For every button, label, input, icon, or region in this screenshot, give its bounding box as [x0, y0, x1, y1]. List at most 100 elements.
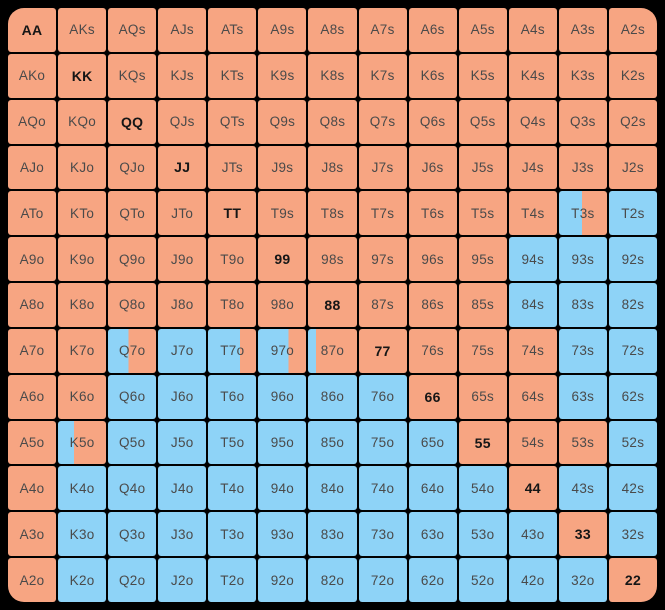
hand-cell-A9s[interactable]: A9s: [258, 8, 307, 52]
hand-cell-J4o[interactable]: J4o: [158, 466, 207, 511]
hand-cell-42s[interactable]: 42s: [608, 466, 657, 511]
hand-cell-K8o[interactable]: K8o: [58, 283, 107, 327]
hand-cell-Q9s[interactable]: Q9s: [258, 99, 307, 144]
hand-cell-87s[interactable]: 87s: [358, 283, 407, 327]
hand-cell-32o[interactable]: 32o: [558, 558, 607, 602]
hand-cell-J2o[interactable]: J2o: [158, 558, 207, 602]
hand-cell-KQo[interactable]: KQo: [58, 99, 107, 144]
hand-cell-44[interactable]: 44: [508, 466, 557, 511]
hand-cell-K4s[interactable]: K4s: [508, 53, 557, 98]
hand-cell-KTo[interactable]: KTo: [58, 191, 107, 236]
hand-cell-T5o[interactable]: T5o: [208, 420, 257, 465]
hand-cell-QTs[interactable]: QTs: [208, 99, 257, 144]
hand-cell-98s[interactable]: 98s: [308, 237, 357, 282]
hand-cell-KJo[interactable]: KJo: [58, 145, 107, 190]
hand-cell-Q8s[interactable]: Q8s: [308, 99, 357, 144]
hand-cell-A4o[interactable]: A4o: [8, 466, 57, 511]
hand-cell-63o[interactable]: 63o: [408, 512, 457, 557]
hand-cell-T2o[interactable]: T2o: [208, 558, 257, 602]
hand-cell-K4o[interactable]: K4o: [58, 466, 107, 511]
hand-cell-QJo[interactable]: QJo: [108, 145, 157, 190]
hand-cell-JJ[interactable]: JJ: [158, 145, 207, 190]
hand-cell-A2s[interactable]: A2s: [608, 8, 657, 52]
hand-cell-76s[interactable]: 76s: [408, 328, 457, 373]
hand-cell-33[interactable]: 33: [558, 512, 607, 557]
hand-cell-T7s[interactable]: T7s: [358, 191, 407, 236]
hand-cell-A2o[interactable]: A2o: [8, 558, 57, 602]
hand-cell-52s[interactable]: 52s: [608, 420, 657, 465]
hand-cell-73o[interactable]: 73o: [358, 512, 407, 557]
hand-cell-97s[interactable]: 97s: [358, 237, 407, 282]
hand-cell-K2o[interactable]: K2o: [58, 558, 107, 602]
hand-cell-T3s[interactable]: T3s: [558, 191, 607, 236]
hand-cell-KK[interactable]: KK: [58, 53, 107, 98]
hand-cell-Q5o[interactable]: Q5o: [108, 420, 157, 465]
hand-cell-J7o[interactable]: J7o: [158, 328, 207, 373]
hand-cell-65s[interactable]: 65s: [458, 374, 507, 419]
hand-cell-83s[interactable]: 83s: [558, 283, 607, 327]
hand-cell-85o[interactable]: 85o: [308, 420, 357, 465]
hand-cell-Q4o[interactable]: Q4o: [108, 466, 157, 511]
hand-cell-J8o[interactable]: J8o: [158, 283, 207, 327]
hand-cell-T3o[interactable]: T3o: [208, 512, 257, 557]
hand-cell-93o[interactable]: 93o: [258, 512, 307, 557]
hand-cell-AKo[interactable]: AKo: [8, 53, 57, 98]
hand-cell-K5s[interactable]: K5s: [458, 53, 507, 98]
hand-cell-84o[interactable]: 84o: [308, 466, 357, 511]
hand-cell-J3s[interactable]: J3s: [558, 145, 607, 190]
hand-cell-86s[interactable]: 86s: [408, 283, 457, 327]
hand-cell-52o[interactable]: 52o: [458, 558, 507, 602]
hand-cell-ATo[interactable]: ATo: [8, 191, 57, 236]
hand-cell-A3o[interactable]: A3o: [8, 512, 57, 557]
hand-cell-AA[interactable]: AA: [8, 8, 57, 52]
hand-cell-TT[interactable]: TT: [208, 191, 257, 236]
hand-cell-98o[interactable]: 98o: [258, 283, 307, 327]
hand-cell-A8s[interactable]: A8s: [308, 8, 357, 52]
hand-cell-63s[interactable]: 63s: [558, 374, 607, 419]
hand-cell-32s[interactable]: 32s: [608, 512, 657, 557]
hand-cell-86o[interactable]: 86o: [308, 374, 357, 419]
hand-cell-43o[interactable]: 43o: [508, 512, 557, 557]
hand-cell-94s[interactable]: 94s: [508, 237, 557, 282]
hand-cell-Q2s[interactable]: Q2s: [608, 99, 657, 144]
hand-cell-J4s[interactable]: J4s: [508, 145, 557, 190]
hand-cell-87o[interactable]: 87o: [308, 328, 357, 373]
hand-cell-82s[interactable]: 82s: [608, 283, 657, 327]
hand-cell-T6o[interactable]: T6o: [208, 374, 257, 419]
hand-cell-64s[interactable]: 64s: [508, 374, 557, 419]
hand-cell-A4s[interactable]: A4s: [508, 8, 557, 52]
hand-cell-Q7o[interactable]: Q7o: [108, 328, 157, 373]
hand-cell-J8s[interactable]: J8s: [308, 145, 357, 190]
hand-cell-Q7s[interactable]: Q7s: [358, 99, 407, 144]
hand-cell-T6s[interactable]: T6s: [408, 191, 457, 236]
hand-cell-J9o[interactable]: J9o: [158, 237, 207, 282]
hand-cell-KTs[interactable]: KTs: [208, 53, 257, 98]
hand-cell-88[interactable]: 88: [308, 283, 357, 327]
hand-cell-77[interactable]: 77: [358, 328, 407, 373]
hand-cell-K6o[interactable]: K6o: [58, 374, 107, 419]
hand-cell-Q5s[interactable]: Q5s: [458, 99, 507, 144]
hand-cell-J3o[interactable]: J3o: [158, 512, 207, 557]
hand-cell-54s[interactable]: 54s: [508, 420, 557, 465]
hand-cell-K9s[interactable]: K9s: [258, 53, 307, 98]
hand-cell-62s[interactable]: 62s: [608, 374, 657, 419]
hand-cell-96o[interactable]: 96o: [258, 374, 307, 419]
hand-cell-K8s[interactable]: K8s: [308, 53, 357, 98]
hand-cell-K7s[interactable]: K7s: [358, 53, 407, 98]
hand-cell-74o[interactable]: 74o: [358, 466, 407, 511]
hand-cell-A7s[interactable]: A7s: [358, 8, 407, 52]
hand-cell-22[interactable]: 22: [608, 558, 657, 602]
hand-cell-A8o[interactable]: A8o: [8, 283, 57, 327]
hand-cell-J9s[interactable]: J9s: [258, 145, 307, 190]
hand-cell-AJo[interactable]: AJo: [8, 145, 57, 190]
hand-cell-A6o[interactable]: A6o: [8, 374, 57, 419]
hand-cell-Q9o[interactable]: Q9o: [108, 237, 157, 282]
hand-cell-55[interactable]: 55: [458, 420, 507, 465]
hand-cell-A9o[interactable]: A9o: [8, 237, 57, 282]
hand-cell-J7s[interactable]: J7s: [358, 145, 407, 190]
hand-cell-66[interactable]: 66: [408, 374, 457, 419]
hand-cell-43s[interactable]: 43s: [558, 466, 607, 511]
hand-cell-99[interactable]: 99: [258, 237, 307, 282]
hand-cell-Q4s[interactable]: Q4s: [508, 99, 557, 144]
hand-cell-72s[interactable]: 72s: [608, 328, 657, 373]
